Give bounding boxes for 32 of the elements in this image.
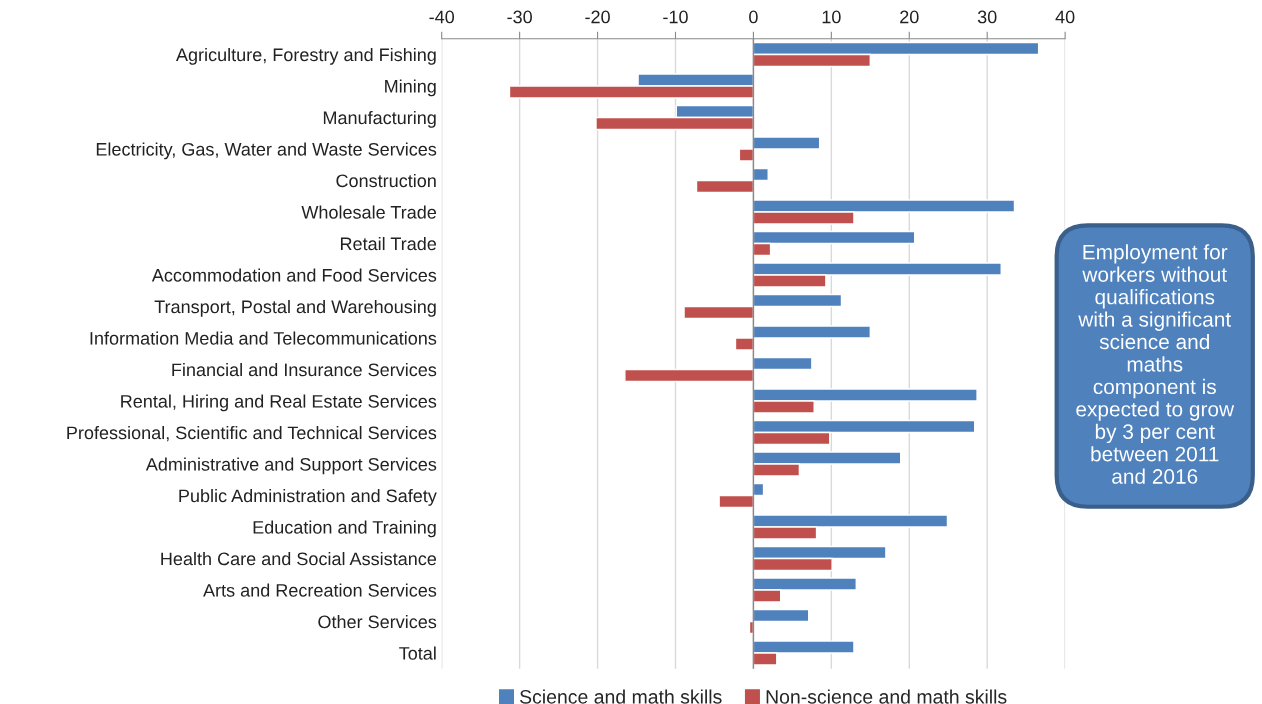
x-tick-label: 10 [822, 10, 841, 24]
y-tick-label: Manufacturing [323, 110, 436, 128]
y-tick-label: Mining [385, 79, 436, 97]
y-tick-label: Professional, Scientific and Technical Services [67, 425, 437, 442]
y-tick-label: Electricity, Gas, Water and Waste Services [96, 142, 437, 160]
x-tick-label: -40 [429, 10, 455, 24]
y-tick-label: Transport, Postal and Warehousing [154, 299, 436, 317]
y-tick-label: Health Care and Social Assistance [161, 551, 437, 566]
x-tick-label: -10 [663, 10, 688, 24]
y-tick-label: Wholesale Trade [301, 205, 437, 219]
x-tick-label: 20 [900, 10, 919, 24]
x-tick-label: 0 [749, 10, 758, 24]
y-tick-label: Retail Trade [340, 236, 437, 251]
x-tick-label: -20 [585, 10, 610, 24]
text: Employment for workers without qualifications with a significant science and maths component is expected to grow by 3 per cent between 2011 and 2016 [1076, 244, 1235, 484]
legend-label: Non-science and math skills [766, 689, 1007, 704]
y-tick-label: Arts and Recreation Services [203, 583, 437, 597]
y-tick-label: Other Services [318, 615, 437, 629]
y-tick-label: Information Media and Telecommunications [90, 331, 437, 345]
y-tick-label: Education and Training [253, 520, 436, 538]
x-tick-label: 40 [1055, 10, 1075, 24]
y-tick-label: Agriculture, Forestry and Fishing [175, 47, 436, 65]
y-tick-label: Total [399, 646, 436, 660]
y-tick-label: Accommodation and Food Services [151, 268, 437, 282]
y-tick-label: Public Administration and Safety [179, 488, 437, 506]
legend-label: Science and math skills [520, 689, 722, 704]
x-tick-label: -30 [507, 10, 532, 24]
y-tick-label: Financial and Insurance Services [172, 362, 437, 377]
x-tick-label: 30 [977, 10, 997, 24]
y-tick-label: Rental, Hiring and Real Estate Services [121, 394, 437, 412]
y-tick-label: Construction [336, 173, 436, 188]
y-tick-label: Administrative and Support Services [145, 457, 437, 475]
